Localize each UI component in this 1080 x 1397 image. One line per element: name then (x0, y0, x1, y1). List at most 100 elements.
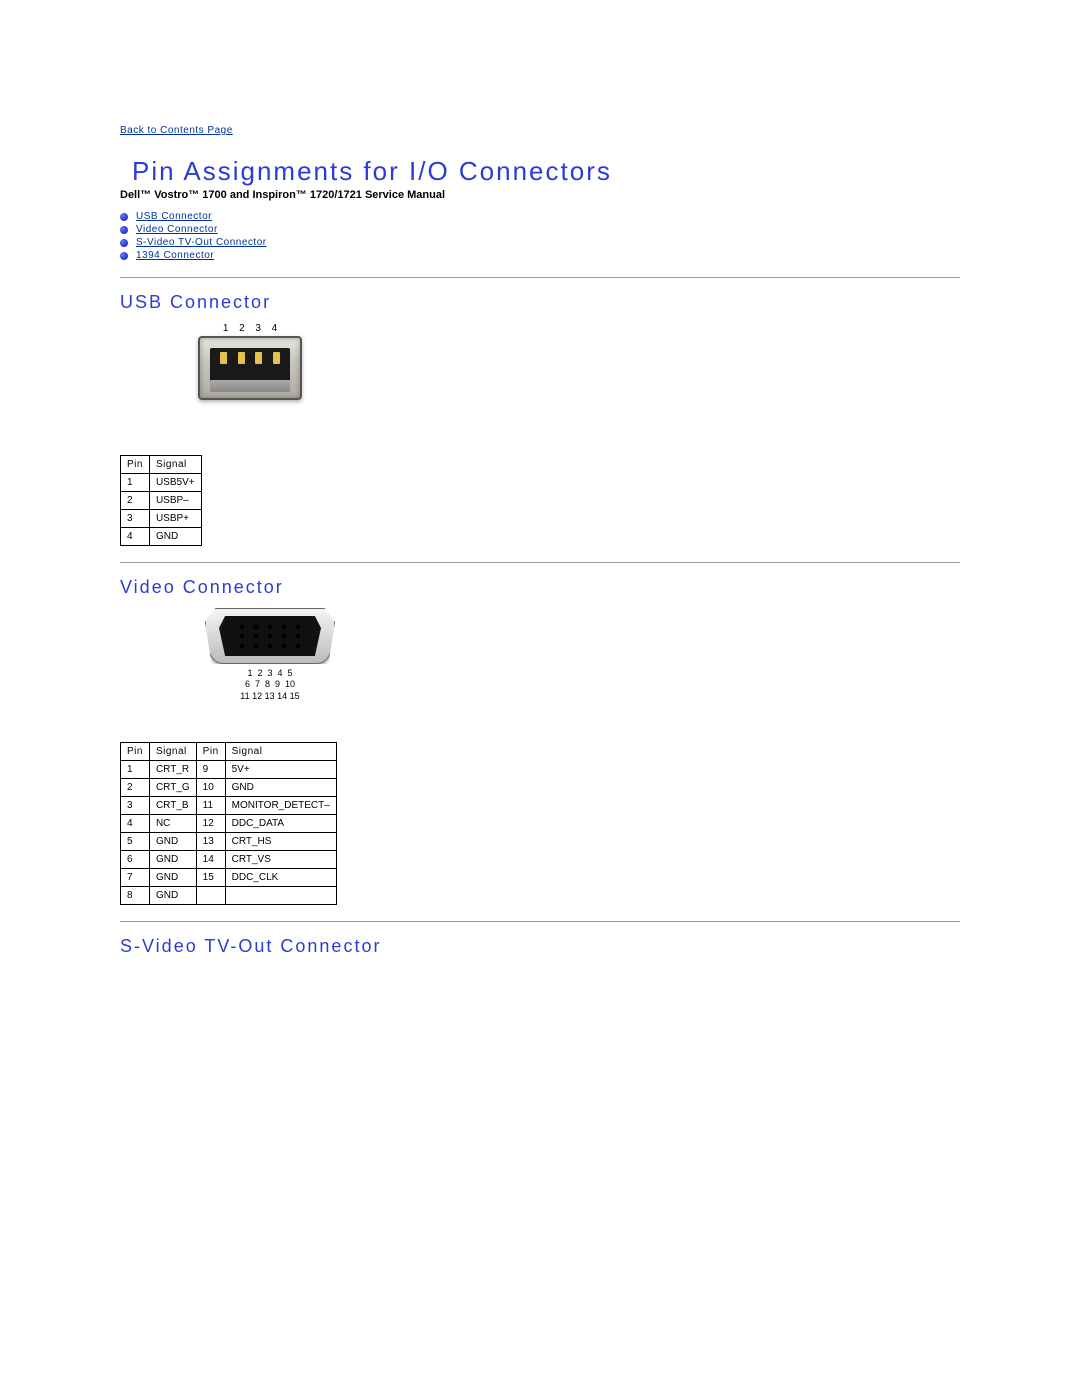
video-pin-table: Pin Signal Pin Signal 1CRT_R95V+ 2CRT_G1… (120, 742, 337, 905)
cell: 9 (196, 760, 225, 778)
usb-pin-label: 2 (239, 323, 245, 334)
usb-pin-icon (273, 352, 280, 364)
cell: 1 (121, 760, 150, 778)
col-pin: Pin (121, 742, 150, 760)
cell: MONITOR_DETECT– (225, 796, 336, 814)
cell: GND (149, 886, 196, 904)
cell: GND (149, 868, 196, 886)
col-pin: Pin (121, 456, 150, 474)
vga-inner (219, 616, 321, 656)
vga-pin-labels: 1 2 3 4 5 6 7 8 9 10 11 12 13 14 15 (190, 668, 350, 702)
cell: 5V+ (225, 760, 336, 778)
col-signal: Signal (149, 742, 196, 760)
toc-item: 1394 Connector (120, 250, 960, 261)
toc-link-svideo[interactable]: S-Video TV-Out Connector (136, 237, 267, 248)
vga-hole-icon (281, 624, 287, 630)
table-row: 3USBP+ (121, 510, 202, 528)
cell-signal: USBP– (149, 492, 201, 510)
page-content: Back to Contents Page Pin Assignments fo… (0, 0, 1080, 1307)
vga-hole-icon (295, 633, 301, 639)
usb-body (198, 336, 302, 400)
cell: CRT_HS (225, 832, 336, 850)
cell (196, 886, 225, 904)
cell: 2 (121, 778, 150, 796)
table-row: 2CRT_G10GND (121, 778, 337, 796)
table-row: 4NC12DDC_DATA (121, 814, 337, 832)
cell: CRT_B (149, 796, 196, 814)
back-to-contents-link[interactable]: Back to Contents Page (120, 125, 233, 136)
cell-signal: USBP+ (149, 510, 201, 528)
spacer (120, 967, 960, 1267)
cell: 13 (196, 832, 225, 850)
toc-item: Video Connector (120, 224, 960, 235)
vga-row (239, 633, 301, 639)
table-row: 7GND15DDC_CLK (121, 868, 337, 886)
table-row: 5GND13CRT_HS (121, 832, 337, 850)
table-row: 3CRT_B11MONITOR_DETECT– (121, 796, 337, 814)
vga-connector-figure: 1 2 3 4 5 6 7 8 9 10 11 12 13 14 15 (190, 608, 350, 702)
divider (120, 277, 960, 278)
usb-pin-icon (238, 352, 245, 364)
col-pin: Pin (196, 742, 225, 760)
cell: CRT_G (149, 778, 196, 796)
bullet-icon (120, 226, 128, 234)
table-row: 8GND (121, 886, 337, 904)
vga-hole-icon (239, 643, 245, 649)
table-row: 6GND14CRT_VS (121, 850, 337, 868)
usb-pin-icon (255, 352, 262, 364)
toc-link-1394[interactable]: 1394 Connector (136, 250, 214, 261)
vga-hole-icon (267, 633, 273, 639)
cell: 12 (196, 814, 225, 832)
cell: 7 (121, 868, 150, 886)
cell: CRT_VS (225, 850, 336, 868)
cell-pin: 3 (121, 510, 150, 528)
usb-base (210, 380, 290, 392)
table-row: Pin Signal (121, 456, 202, 474)
cell: CRT_R (149, 760, 196, 778)
vga-hole-icon (281, 643, 287, 649)
col-signal: Signal (149, 456, 201, 474)
toc-list: USB Connector Video Connector S-Video TV… (120, 211, 960, 261)
cell: 4 (121, 814, 150, 832)
divider (120, 921, 960, 922)
toc-link-video[interactable]: Video Connector (136, 224, 218, 235)
toc-item: S-Video TV-Out Connector (120, 237, 960, 248)
table-row: 4GND (121, 528, 202, 546)
cell: 15 (196, 868, 225, 886)
cell: 6 (121, 850, 150, 868)
table-row: 1CRT_R95V+ (121, 760, 337, 778)
vga-label-row: 6 7 8 9 10 (245, 679, 295, 689)
vga-row (239, 624, 301, 630)
cell-signal: GND (149, 528, 201, 546)
vga-hole-icon (295, 643, 301, 649)
table-row: Pin Signal Pin Signal (121, 742, 337, 760)
bullet-icon (120, 239, 128, 247)
cell: DDC_DATA (225, 814, 336, 832)
cell: 10 (196, 778, 225, 796)
vga-hole-icon (239, 624, 245, 630)
table-row: 1USB5V+ (121, 474, 202, 492)
page-subtitle: Dell™ Vostro™ 1700 and Inspiron™ 1720/17… (120, 189, 960, 201)
cell: 8 (121, 886, 150, 904)
vga-label-row: 11 12 13 14 15 (240, 691, 299, 701)
vga-hole-icon (295, 624, 301, 630)
usb-pin-label: 3 (255, 323, 261, 334)
cell: GND (149, 832, 196, 850)
video-heading: Video Connector (120, 577, 960, 598)
cell-pin: 1 (121, 474, 150, 492)
usb-pin-table: Pin Signal 1USB5V+ 2USBP– 3USBP+ 4GND (120, 455, 202, 546)
vga-hole-icon (253, 643, 259, 649)
usb-slot (210, 348, 290, 382)
cell: GND (149, 850, 196, 868)
vga-hole-icon (267, 624, 273, 630)
usb-pin-labels: 1 2 3 4 (218, 323, 283, 334)
vga-label-row: 1 2 3 4 5 (247, 668, 292, 678)
cell (225, 886, 336, 904)
bullet-icon (120, 213, 128, 221)
cell: 5 (121, 832, 150, 850)
cell-pin: 2 (121, 492, 150, 510)
vga-hole-icon (239, 633, 245, 639)
usb-pin-label: 1 (223, 323, 229, 334)
toc-link-usb[interactable]: USB Connector (136, 211, 212, 222)
cell: 11 (196, 796, 225, 814)
